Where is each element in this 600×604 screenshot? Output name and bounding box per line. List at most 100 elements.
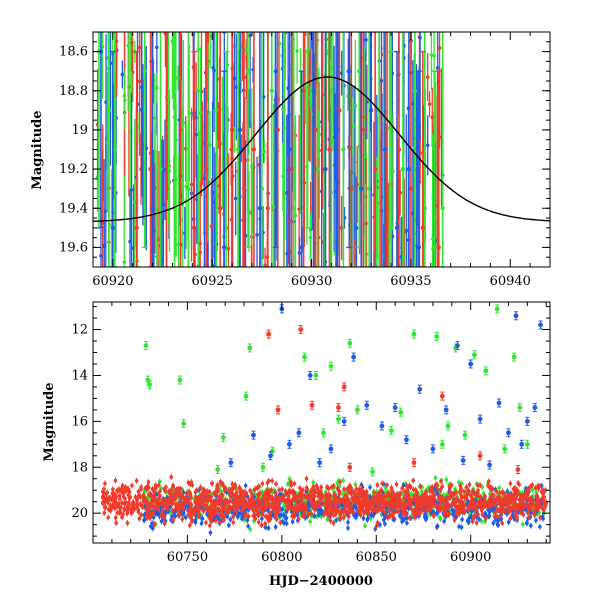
baseline-point bbox=[383, 522, 387, 526]
baseline-point bbox=[341, 479, 345, 483]
top-series-point bbox=[389, 226, 393, 230]
baseline-point bbox=[126, 521, 130, 525]
top-series-point bbox=[192, 226, 196, 230]
baseline-point bbox=[103, 505, 107, 509]
top-point bbox=[285, 252, 289, 256]
baseline-point bbox=[341, 492, 345, 496]
top-series-point bbox=[266, 206, 270, 210]
top-point bbox=[321, 93, 325, 97]
top-series-point bbox=[383, 147, 387, 151]
baseline-point bbox=[346, 520, 350, 524]
top-point bbox=[233, 77, 237, 81]
top-point bbox=[199, 111, 203, 115]
baseline-point bbox=[538, 525, 542, 529]
baseline-point bbox=[442, 520, 446, 524]
baseline-point bbox=[180, 517, 184, 521]
top-series-point bbox=[158, 167, 162, 171]
baseline-point bbox=[184, 516, 188, 520]
top-y-tick-label: 19.2 bbox=[59, 162, 88, 177]
baseline-point bbox=[244, 484, 248, 488]
baseline-point bbox=[534, 519, 538, 523]
baseline-point bbox=[396, 510, 400, 514]
top-series-point bbox=[214, 108, 218, 112]
top-point bbox=[168, 169, 172, 173]
top-series-point bbox=[107, 108, 111, 112]
top-y-tick-label: 18.8 bbox=[59, 84, 88, 99]
baseline-point bbox=[488, 514, 492, 518]
baseline-point bbox=[444, 478, 448, 482]
baseline-point bbox=[236, 515, 240, 519]
top-series-point bbox=[238, 128, 242, 132]
baseline-point bbox=[471, 490, 475, 494]
top-point bbox=[438, 46, 442, 50]
top-series-point bbox=[218, 206, 222, 210]
top-series-point bbox=[401, 167, 405, 171]
baseline-point bbox=[257, 520, 261, 524]
baseline-point bbox=[274, 482, 278, 486]
baseline-point bbox=[435, 525, 439, 529]
top-point bbox=[263, 150, 267, 154]
top-series-point bbox=[305, 49, 309, 53]
top-series-point bbox=[164, 186, 168, 190]
baseline-point bbox=[438, 516, 442, 520]
top-series-point bbox=[347, 69, 351, 73]
top-point bbox=[430, 116, 434, 120]
baseline-point bbox=[103, 482, 107, 486]
baseline-point bbox=[285, 522, 289, 526]
top-series-point bbox=[246, 69, 250, 73]
baseline-point bbox=[408, 516, 412, 520]
top-series-point bbox=[142, 69, 146, 73]
top-point bbox=[155, 46, 159, 50]
top-point bbox=[364, 222, 368, 226]
top-point bbox=[155, 255, 159, 259]
top-series-point bbox=[433, 245, 437, 249]
baseline-point bbox=[270, 479, 274, 483]
baseline-point bbox=[484, 516, 488, 520]
baseline-point bbox=[521, 522, 525, 526]
top-point bbox=[309, 236, 313, 240]
baseline-point bbox=[240, 517, 244, 521]
top-point bbox=[255, 233, 259, 237]
top-series-point bbox=[230, 128, 234, 132]
top-point bbox=[418, 36, 422, 40]
baseline-point bbox=[200, 517, 204, 521]
top-point bbox=[121, 73, 125, 77]
top-point bbox=[309, 96, 313, 100]
baseline-point bbox=[229, 518, 233, 522]
top-series-point bbox=[373, 167, 377, 171]
baseline-point bbox=[257, 514, 261, 518]
top-point bbox=[431, 237, 435, 241]
baseline-point bbox=[160, 519, 164, 523]
baseline-point bbox=[492, 521, 496, 525]
top-series-point bbox=[135, 226, 139, 230]
top-point bbox=[298, 251, 302, 255]
top-point bbox=[130, 41, 134, 45]
top-point bbox=[190, 183, 194, 187]
baseline-point bbox=[460, 525, 464, 529]
baseline-point bbox=[142, 519, 146, 523]
top-series-point bbox=[341, 147, 345, 151]
top-series-point bbox=[252, 147, 256, 151]
baseline-point bbox=[260, 517, 264, 521]
top-point bbox=[126, 44, 130, 48]
baseline-point bbox=[434, 476, 438, 480]
baseline-point bbox=[487, 479, 491, 483]
top-series-point bbox=[270, 89, 274, 93]
top-series-point bbox=[395, 226, 399, 230]
top-point bbox=[432, 54, 436, 58]
top-y-tick-label: 19.4 bbox=[59, 201, 88, 216]
top-series-point bbox=[242, 186, 246, 190]
top-series-point bbox=[299, 245, 303, 249]
top-x-tick-label: 60920 bbox=[92, 274, 133, 289]
baseline-point bbox=[467, 519, 471, 523]
baseline-point bbox=[488, 510, 492, 514]
baseline-point bbox=[334, 518, 338, 522]
baseline-point bbox=[200, 521, 204, 525]
baseline-point bbox=[366, 518, 370, 522]
baseline-point bbox=[279, 513, 283, 517]
top-series-point bbox=[178, 128, 182, 132]
baseline-point bbox=[298, 486, 302, 490]
top-point bbox=[155, 86, 159, 90]
baseline-point bbox=[460, 518, 464, 522]
